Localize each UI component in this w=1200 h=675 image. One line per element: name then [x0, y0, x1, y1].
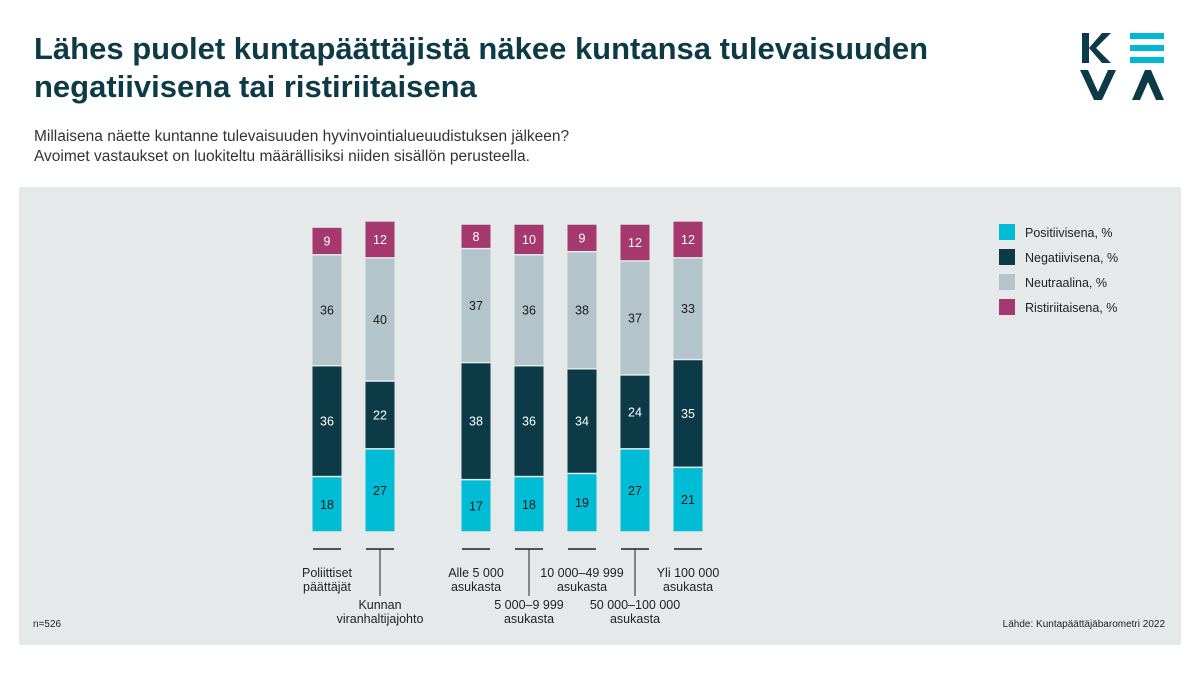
data-label-3-5: 38	[575, 304, 589, 318]
bar-segment-4-4	[514, 224, 544, 255]
category-label-6-line-1: 50 000–100 000	[590, 598, 680, 612]
subtitle-question: Millaisena näette kuntanne tulevaisuuden…	[34, 128, 570, 145]
data-label-1-4: 18	[522, 498, 536, 512]
data-label-4-5: 9	[579, 231, 586, 245]
bar-segment-4-6	[620, 224, 650, 261]
legend-swatch-4	[999, 299, 1015, 315]
data-label-2-7: 35	[681, 407, 695, 421]
legend-label-2: Negatiivisena, %	[1025, 251, 1118, 265]
bar-segment-2-4	[514, 366, 544, 476]
category-label-1-line-1: Poliittiset	[302, 566, 353, 580]
data-label-1-6: 27	[628, 484, 642, 498]
data-label-1-5: 19	[575, 496, 589, 510]
category-label-1-line-2: päättäjät	[303, 580, 351, 594]
keva-logo	[1080, 33, 1164, 100]
source-note: Lähde: Kuntapäättäjäbarometri 2022	[1002, 619, 1165, 630]
data-label-3-3: 37	[469, 299, 483, 313]
bar-segment-2-5	[567, 369, 597, 473]
bar-segment-2-6	[620, 375, 650, 449]
data-label-3-7: 33	[681, 302, 695, 316]
bar-segment-1-6	[620, 449, 650, 532]
bar-segment-3-3	[461, 249, 491, 362]
bar-segment-1-1	[312, 477, 342, 532]
data-label-2-6: 24	[628, 405, 642, 419]
category-label-4-line-2: asukasta	[504, 612, 554, 626]
data-label-1-2: 27	[373, 484, 387, 498]
legend-label-4: Ristiriitaisena, %	[1025, 301, 1117, 315]
data-label-3-1: 36	[320, 304, 334, 318]
data-label-3-6: 37	[628, 311, 642, 325]
bar-segment-1-2	[365, 449, 395, 532]
data-label-2-3: 38	[469, 415, 483, 429]
page-title: Lähes puolet kuntapäättäjistä näkee kunt…	[34, 31, 929, 104]
bar-segment-4-5	[567, 224, 597, 251]
bar-segment-3-6	[620, 261, 650, 375]
data-label-4-2: 12	[373, 233, 387, 247]
bar-segment-1-3	[461, 480, 491, 532]
category-label-3-line-2: asukasta	[451, 580, 501, 594]
bar-segment-2-3	[461, 363, 491, 479]
category-label-3-line-1: Alle 5 000	[448, 566, 504, 580]
bar-segment-3-2	[365, 258, 395, 381]
legend-swatch-1	[999, 224, 1015, 240]
data-label-1-7: 21	[681, 493, 695, 507]
bar-segment-4-7	[673, 221, 703, 258]
data-label-2-2: 22	[373, 408, 387, 422]
sample-size-note: n=526	[33, 619, 62, 630]
bar-segment-2-7	[673, 360, 703, 467]
data-label-3-2: 40	[373, 313, 387, 327]
bar-segment-1-5	[567, 474, 597, 532]
category-label-2-line-2: viranhaltijajohto	[337, 612, 424, 626]
data-label-2-1: 36	[320, 415, 334, 429]
data-label-4-3: 8	[473, 230, 480, 244]
category-label-2-line-1: Kunnan	[358, 598, 401, 612]
bar-segment-3-7	[673, 258, 703, 359]
data-label-4-6: 12	[628, 236, 642, 250]
data-label-4-7: 12	[681, 233, 695, 247]
legend-swatch-3	[999, 274, 1015, 290]
category-label-4-line-1: 5 000–9 999	[494, 598, 564, 612]
legend-label-3: Neutraalina, %	[1025, 276, 1107, 290]
data-label-2-4: 36	[522, 415, 536, 429]
bar-segment-4-3	[461, 224, 491, 248]
legend-swatch-2	[999, 249, 1015, 265]
subtitle-note: Avoimet vastaukset on luokiteltu määräll…	[34, 148, 530, 165]
bar-segment-2-1	[312, 366, 342, 476]
data-label-3-4: 36	[522, 304, 536, 318]
category-label-6-line-2: asukasta	[610, 612, 660, 626]
data-label-4-1: 9	[324, 234, 331, 248]
chart-panel: 18 36 36 9 Poliittiset päättäjät 27 22 40 12 Kunna…	[19, 187, 1181, 645]
bar-segment-1-4	[514, 477, 544, 532]
page-subtitle: Millaisena näette kuntanne tulevaisuuden…	[34, 127, 569, 167]
data-label-1-1: 18	[320, 498, 334, 512]
category-label-7-line-2: asukasta	[663, 580, 713, 594]
legend-label-1: Positiivisena, %	[1025, 226, 1113, 240]
data-label-4-4: 10	[522, 233, 536, 247]
category-label-5-line-2: asukasta	[557, 580, 607, 594]
bar-segment-3-4	[514, 255, 544, 365]
category-label-5-line-1: 10 000–49 999	[540, 566, 623, 580]
bar-segment-3-5	[567, 252, 597, 369]
bar-segment-1-7	[673, 468, 703, 532]
category-label-7-line-1: Yli 100 000	[657, 566, 720, 580]
data-label-2-5: 34	[575, 415, 589, 429]
bar-segment-4-2	[365, 221, 395, 258]
bar-segment-3-1	[312, 255, 342, 365]
data-label-1-3: 17	[469, 499, 483, 513]
bar-segment-2-2	[365, 381, 395, 449]
bar-segment-4-1	[312, 227, 342, 255]
